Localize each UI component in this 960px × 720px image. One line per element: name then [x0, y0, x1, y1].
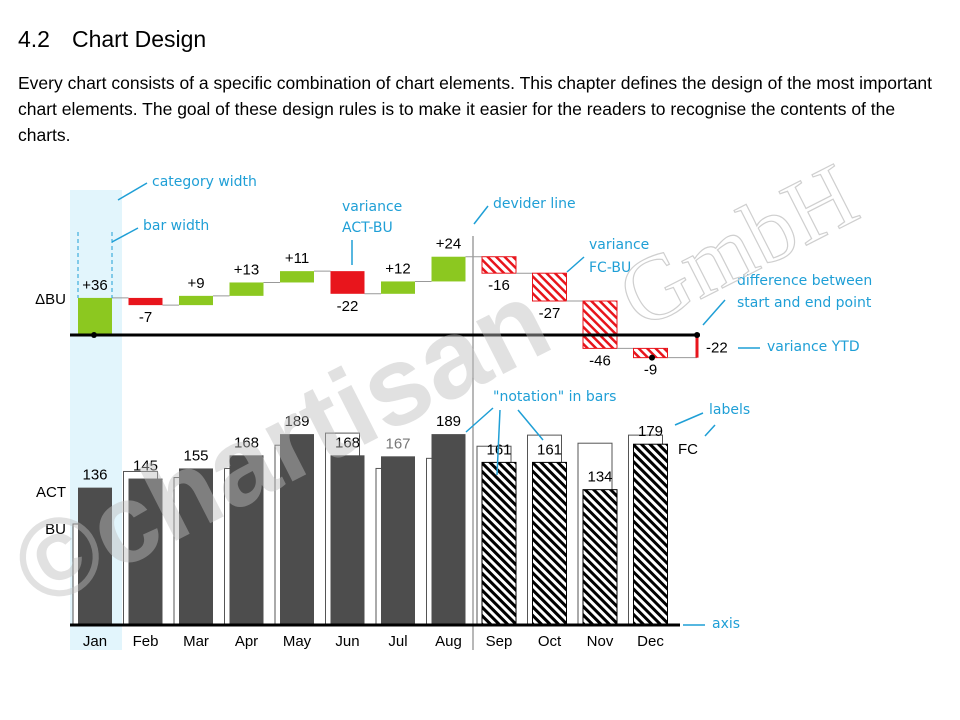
act-bar: [330, 455, 365, 625]
value-label: 168: [234, 434, 259, 451]
x-tick-label: Sep: [486, 633, 513, 650]
x-tick-label: Oct: [538, 633, 562, 650]
value-label: 179: [638, 423, 663, 440]
row-label: ΔBU: [35, 291, 66, 308]
variance-label: +11: [285, 250, 309, 267]
variance-bar: [481, 256, 517, 274]
variance-bar: [128, 297, 163, 306]
leader: [473, 205, 489, 225]
row-label: ACT: [36, 484, 66, 501]
x-tick-label: Mar: [183, 633, 209, 650]
annotation: devider line: [493, 196, 576, 212]
variance-label: -27: [539, 305, 561, 322]
x-tick-label: Jul: [388, 633, 407, 650]
section-title: Chart Design: [71, 26, 207, 52]
value-label: 161: [486, 441, 511, 458]
fc-bar: [633, 443, 668, 626]
annotation: variance YTD: [767, 339, 860, 355]
paragraph: Every chart consists of a specific combi…: [18, 73, 933, 145]
annotation: "notation" in bars: [493, 389, 616, 405]
annotation: variance: [342, 199, 402, 215]
start-point: [91, 332, 97, 338]
variance-label: -22: [337, 298, 359, 315]
leader: [111, 227, 139, 243]
annotation: labels: [709, 402, 750, 418]
variance-label: -9: [644, 362, 657, 379]
row-label: FC: [678, 441, 698, 458]
act-bar: [229, 455, 264, 625]
variance-label: -46: [589, 352, 611, 369]
variance-bar: [381, 281, 415, 294]
x-tick-label: Aug: [435, 633, 462, 650]
x-tick-label: Jun: [335, 633, 359, 650]
variance-bar: [582, 300, 618, 349]
value-label: 189: [436, 413, 461, 430]
annotation: bar width: [143, 218, 209, 234]
variance-label: +13: [234, 261, 259, 278]
act-bar: [280, 434, 314, 625]
variance-label: -7: [139, 309, 152, 326]
act-bar: [381, 456, 415, 625]
leader: [566, 256, 585, 273]
fc-bar: [532, 461, 567, 626]
annotation: difference between: [737, 273, 872, 289]
value-label: 145: [133, 458, 158, 475]
variance-label: +9: [187, 275, 204, 292]
fc-bar: [582, 489, 618, 626]
section-number: 4.2: [18, 26, 50, 52]
leader: [465, 407, 544, 476]
x-tick-label: May: [283, 633, 312, 650]
x-tick-label: Apr: [235, 633, 258, 650]
value-label: 161: [537, 441, 562, 458]
act-bar: [431, 434, 466, 625]
variance-label: -16: [488, 277, 510, 294]
variance-label: +24: [436, 236, 461, 253]
variance-bar: [280, 271, 314, 283]
value-label: 189: [284, 413, 309, 430]
annotation: variance: [589, 237, 649, 253]
x-tick-label: Feb: [133, 633, 159, 650]
value-label: 167: [385, 435, 410, 452]
value-label: 134: [587, 469, 612, 486]
x-tick-label: Jan: [83, 633, 107, 650]
ytd-point: [649, 354, 655, 361]
x-tick-label: Nov: [587, 633, 614, 650]
variance-bar: [330, 271, 365, 294]
value-label: 155: [183, 447, 208, 464]
act-bar: [128, 478, 163, 625]
value-label: 136: [82, 467, 107, 484]
row-label: BU: [45, 521, 66, 538]
variance-label: +12: [385, 260, 410, 277]
watermark: GmbH: [603, 143, 872, 348]
value-label: 168: [335, 434, 360, 451]
fc-bar: [481, 461, 517, 626]
x-tick-label: Dec: [637, 633, 664, 650]
variance-bar: [78, 297, 112, 335]
variance-bar: [532, 272, 567, 302]
annotation: axis: [712, 616, 740, 632]
annotation: category width: [152, 174, 257, 190]
variance-label: +36: [82, 277, 107, 294]
annotation: FC-BU: [589, 260, 631, 276]
variance-bar: [431, 256, 466, 282]
act-bar: [78, 487, 112, 625]
leader: [674, 412, 716, 437]
leader: [117, 182, 148, 201]
annotation: start and end point: [737, 295, 872, 311]
act-bar: [179, 468, 213, 625]
ytd-label: -22: [706, 339, 728, 356]
annotation: ACT-BU: [342, 220, 393, 236]
leader: [702, 299, 726, 326]
variance-bar: [229, 282, 264, 296]
section-heading: 4.2 Chart Design: [18, 26, 206, 53]
variance-bar: [179, 295, 213, 306]
